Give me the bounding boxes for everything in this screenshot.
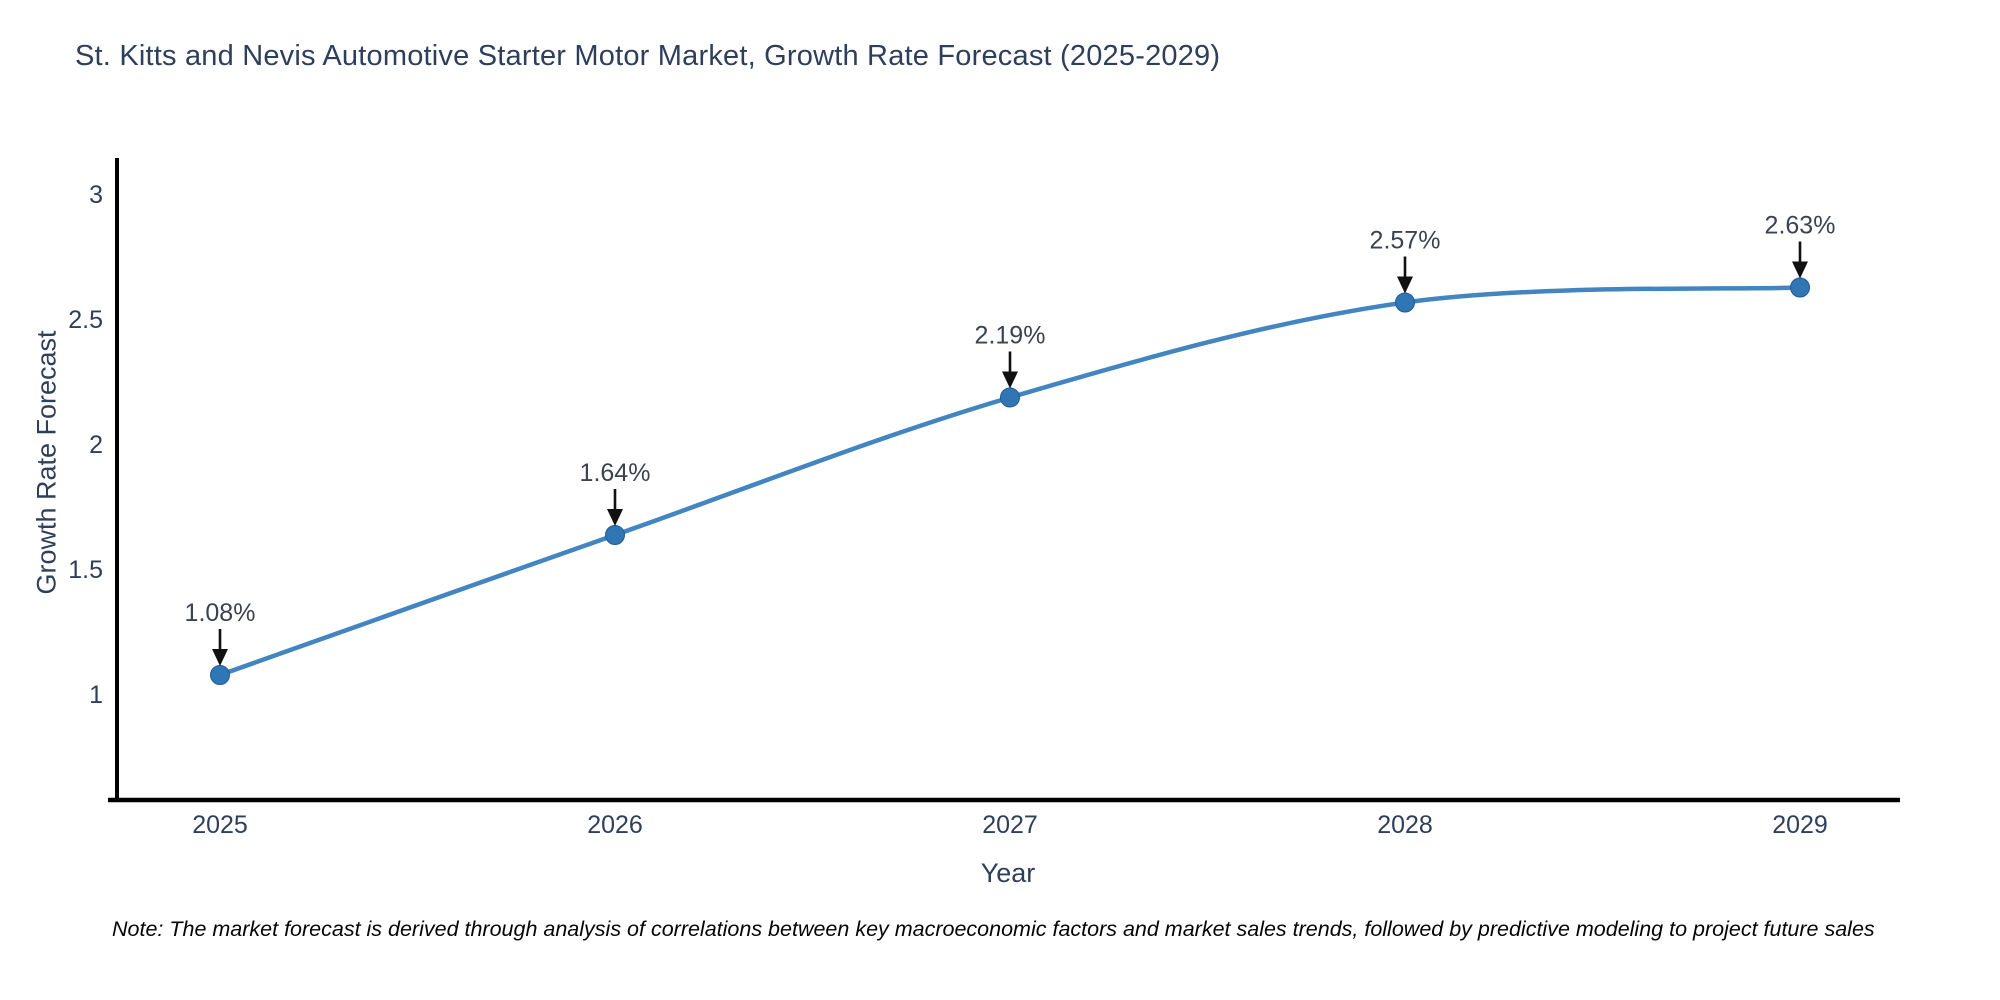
x-axis-title: Year <box>980 858 1036 888</box>
note-text: Note: The market forecast is derived thr… <box>112 917 1875 941</box>
annotation-label: 2.19% <box>975 322 1046 350</box>
y-tick-label: 1.5 <box>68 556 103 584</box>
x-tick-label: 2027 <box>982 811 1038 839</box>
annotation-label: 1.64% <box>580 459 651 487</box>
data-point-marker <box>1395 292 1415 313</box>
annotation-arrowhead-icon <box>607 509 623 526</box>
data-point-marker <box>210 665 230 685</box>
chart-title: St. Kitts and Nevis Automotive Starter M… <box>75 40 1221 72</box>
annotation-arrowhead-icon <box>1397 276 1413 294</box>
annotation-arrowhead-icon <box>1002 371 1018 389</box>
y-tick-label: 2 <box>89 431 103 459</box>
data-point-marker <box>1790 277 1810 298</box>
data-point-marker <box>1000 387 1020 408</box>
annotation-label: 1.08% <box>185 599 256 627</box>
x-tick-label: 2025 <box>192 811 248 839</box>
y-tick-label: 2.5 <box>68 306 103 334</box>
x-tick-label: 2029 <box>1772 811 1828 839</box>
annotation-label: 2.63% <box>1765 212 1836 240</box>
annotation-arrowhead-icon <box>1792 261 1808 279</box>
annotation-label: 2.57% <box>1370 227 1441 255</box>
data-point-marker <box>605 525 625 545</box>
annotation-arrowhead-icon <box>212 649 228 666</box>
x-tick-label: 2028 <box>1377 811 1433 839</box>
x-tick-label: 2026 <box>587 811 643 839</box>
y-tick-label: 1 <box>89 681 103 709</box>
y-tick-label: 3 <box>89 181 103 209</box>
